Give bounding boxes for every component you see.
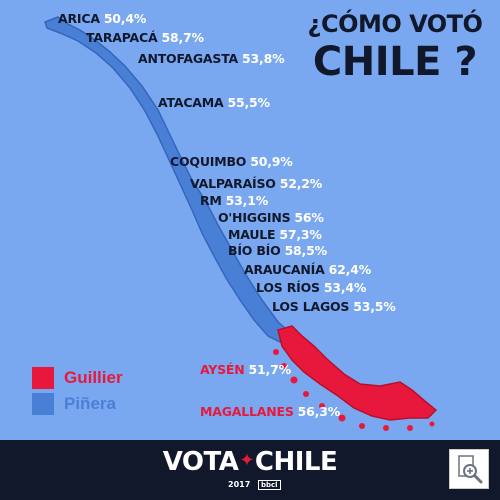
region-name: MAGALLANES <box>200 404 294 419</box>
map-island <box>319 403 325 409</box>
map-region-south <box>277 325 438 421</box>
logo-year: 2017 <box>228 480 251 489</box>
title-main: CHILE ? <box>312 39 478 85</box>
chile-map <box>44 16 438 431</box>
region-label-arica: ARICA 50,4% <box>58 12 146 26</box>
region-label-losrios: LOS RÍOS 53,4% <box>256 281 366 295</box>
title-question: ¿CÓMO VOTÓ <box>307 10 483 38</box>
map-island <box>281 363 287 369</box>
logo-text-left: VOTA <box>162 447 239 477</box>
region-value: 50,9% <box>250 154 293 169</box>
region-name: BÍO BÍO <box>228 243 281 258</box>
footer-bar: VOTA✦CHILE 2017 bbcl <box>0 440 500 500</box>
region-value: 53,5% <box>353 299 396 314</box>
legend-swatch <box>32 367 54 389</box>
vota-chile-logo: VOTA✦CHILE <box>0 446 500 477</box>
region-value: 56% <box>294 210 324 225</box>
region-value: 57,3% <box>279 227 322 242</box>
region-value: 55,5% <box>227 95 271 110</box>
zoom-button[interactable] <box>449 449 489 489</box>
region-name: COQUIMBO <box>170 154 247 169</box>
region-value: 53,1% <box>225 193 269 208</box>
region-label-tarapaca: TARAPACÁ 58,7% <box>86 31 204 45</box>
region-value: 58,5% <box>284 243 328 258</box>
legend-item-pinera: Piñera <box>32 390 116 418</box>
region-value: 58,7% <box>161 30 204 45</box>
region-value: 51,7% <box>248 362 292 377</box>
region-name: ARAUCANÍA <box>244 262 325 277</box>
zoom-in-icon <box>458 455 483 484</box>
map-island <box>338 414 346 422</box>
region-name: LOS LAGOS <box>272 299 350 314</box>
region-label-biobio: BÍO BÍO 58,5% <box>228 244 327 258</box>
legend-item-guillier: Guillier <box>32 364 123 392</box>
region-name: VALPARAÍSO <box>190 176 276 191</box>
region-label-ohiggins: O'HIGGINS 56% <box>218 211 324 225</box>
legend-label: Guillier <box>64 368 123 387</box>
region-value: 62,4% <box>328 262 372 277</box>
region-name: O'HIGGINS <box>218 210 291 225</box>
region-name: AYSÉN <box>200 362 245 377</box>
legend-label: Piñera <box>64 394 116 413</box>
map-island <box>383 425 389 431</box>
region-label-atacama: ATACAMA 55,5% <box>158 96 270 110</box>
region-name: MAULE <box>228 227 276 242</box>
logo-text-right: CHILE <box>254 447 338 477</box>
region-label-antofagasta: ANTOFAGASTA 53,8% <box>138 51 285 66</box>
region-label-magallanes: MAGALLANES 56,3% <box>200 405 340 419</box>
region-value: 50,4% <box>103 11 147 26</box>
brand-badge: bbcl <box>258 480 281 490</box>
region-name: TARAPACÁ <box>86 30 158 45</box>
star-icon: ✦ <box>239 450 254 471</box>
region-value: 53,8% <box>242 51 285 66</box>
region-value: 53,4% <box>323 280 367 295</box>
region-label-coquimbo: COQUIMBO 50,9% <box>170 155 293 169</box>
region-value: 56,3% <box>297 404 341 419</box>
map-island <box>303 391 309 397</box>
region-name: ANTOFAGASTA <box>138 51 239 66</box>
region-name: ATACAMA <box>158 95 224 110</box>
region-value: 52,2% <box>279 176 323 191</box>
map-island <box>429 421 435 427</box>
region-label-valparaiso: VALPARAÍSO 52,2% <box>190 177 322 191</box>
region-label-aysen: AYSÉN 51,7% <box>200 363 291 377</box>
region-name: LOS RÍOS <box>256 280 320 295</box>
map-island <box>407 425 413 431</box>
region-name: RM <box>200 193 222 208</box>
map-island <box>359 423 365 429</box>
region-label-maule: MAULE 57,3% <box>228 228 322 242</box>
region-name: ARICA <box>58 11 100 26</box>
region-label-araucania: ARAUCANÍA 62,4% <box>244 263 371 277</box>
map-island <box>273 349 279 355</box>
region-label-loslagos: LOS LAGOS 53,5% <box>272 300 396 314</box>
legend-swatch <box>32 393 54 415</box>
map-island <box>290 376 298 384</box>
region-label-rm: RM 53,1% <box>200 194 268 208</box>
